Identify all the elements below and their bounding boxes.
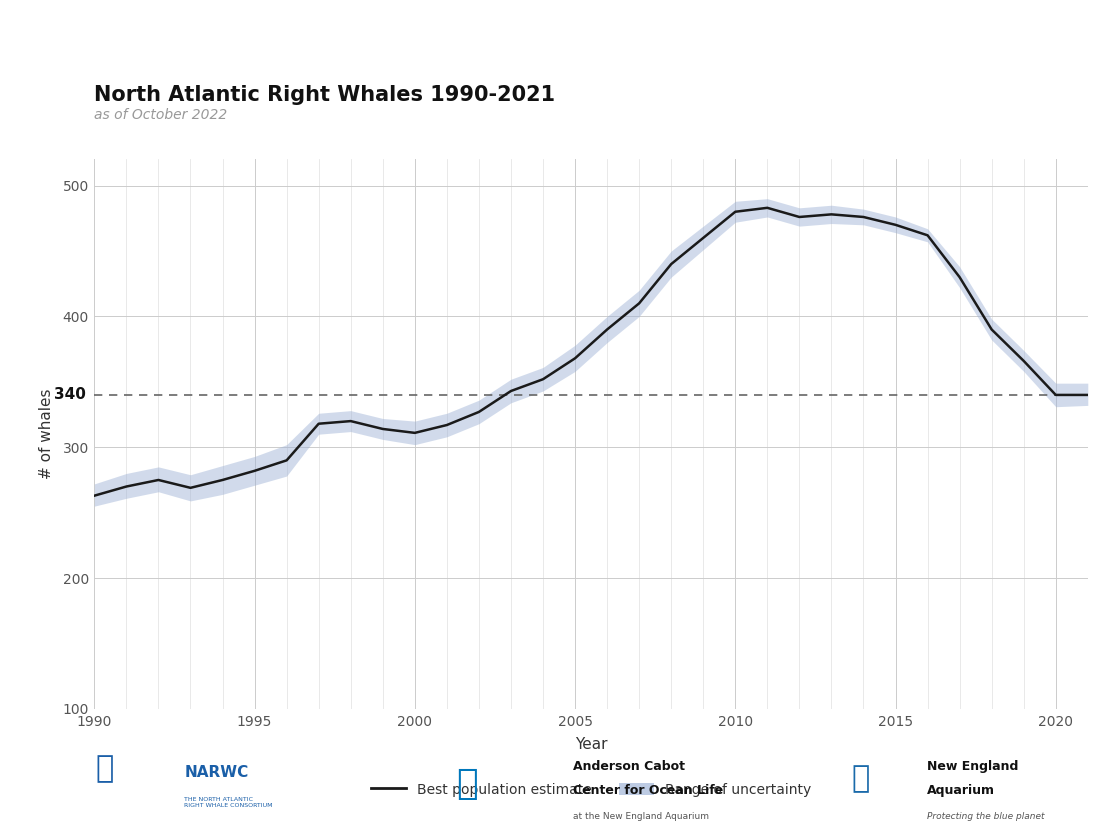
X-axis label: Year: Year xyxy=(575,737,607,752)
Text: Center for Ocean Life: Center for Ocean Life xyxy=(573,784,724,797)
Text: Protecting the blue planet: Protecting the blue planet xyxy=(927,812,1045,821)
Text: at the New England Aquarium: at the New England Aquarium xyxy=(573,812,709,821)
Text: 340: 340 xyxy=(54,388,85,403)
Y-axis label: # of whales: # of whales xyxy=(39,389,54,479)
Text: New England: New England xyxy=(927,760,1018,773)
Text: 🐟: 🐟 xyxy=(851,764,869,793)
Text: NARWC: NARWC xyxy=(184,764,249,779)
Text: 🌊: 🌊 xyxy=(456,767,477,800)
Text: Anderson Cabot: Anderson Cabot xyxy=(573,760,685,773)
Text: Aquarium: Aquarium xyxy=(927,784,995,797)
Text: as of October 2022: as of October 2022 xyxy=(94,107,228,122)
Text: THE NORTH ATLANTIC
RIGHT WHALE CONSORTIUM: THE NORTH ATLANTIC RIGHT WHALE CONSORTIU… xyxy=(184,797,273,808)
Text: 🐋: 🐋 xyxy=(95,754,113,783)
Text: North Atlantic Right Whales 1990-2021: North Atlantic Right Whales 1990-2021 xyxy=(94,85,555,105)
Legend: Best population estimate, Range of uncertainty: Best population estimate, Range of uncer… xyxy=(364,776,818,804)
